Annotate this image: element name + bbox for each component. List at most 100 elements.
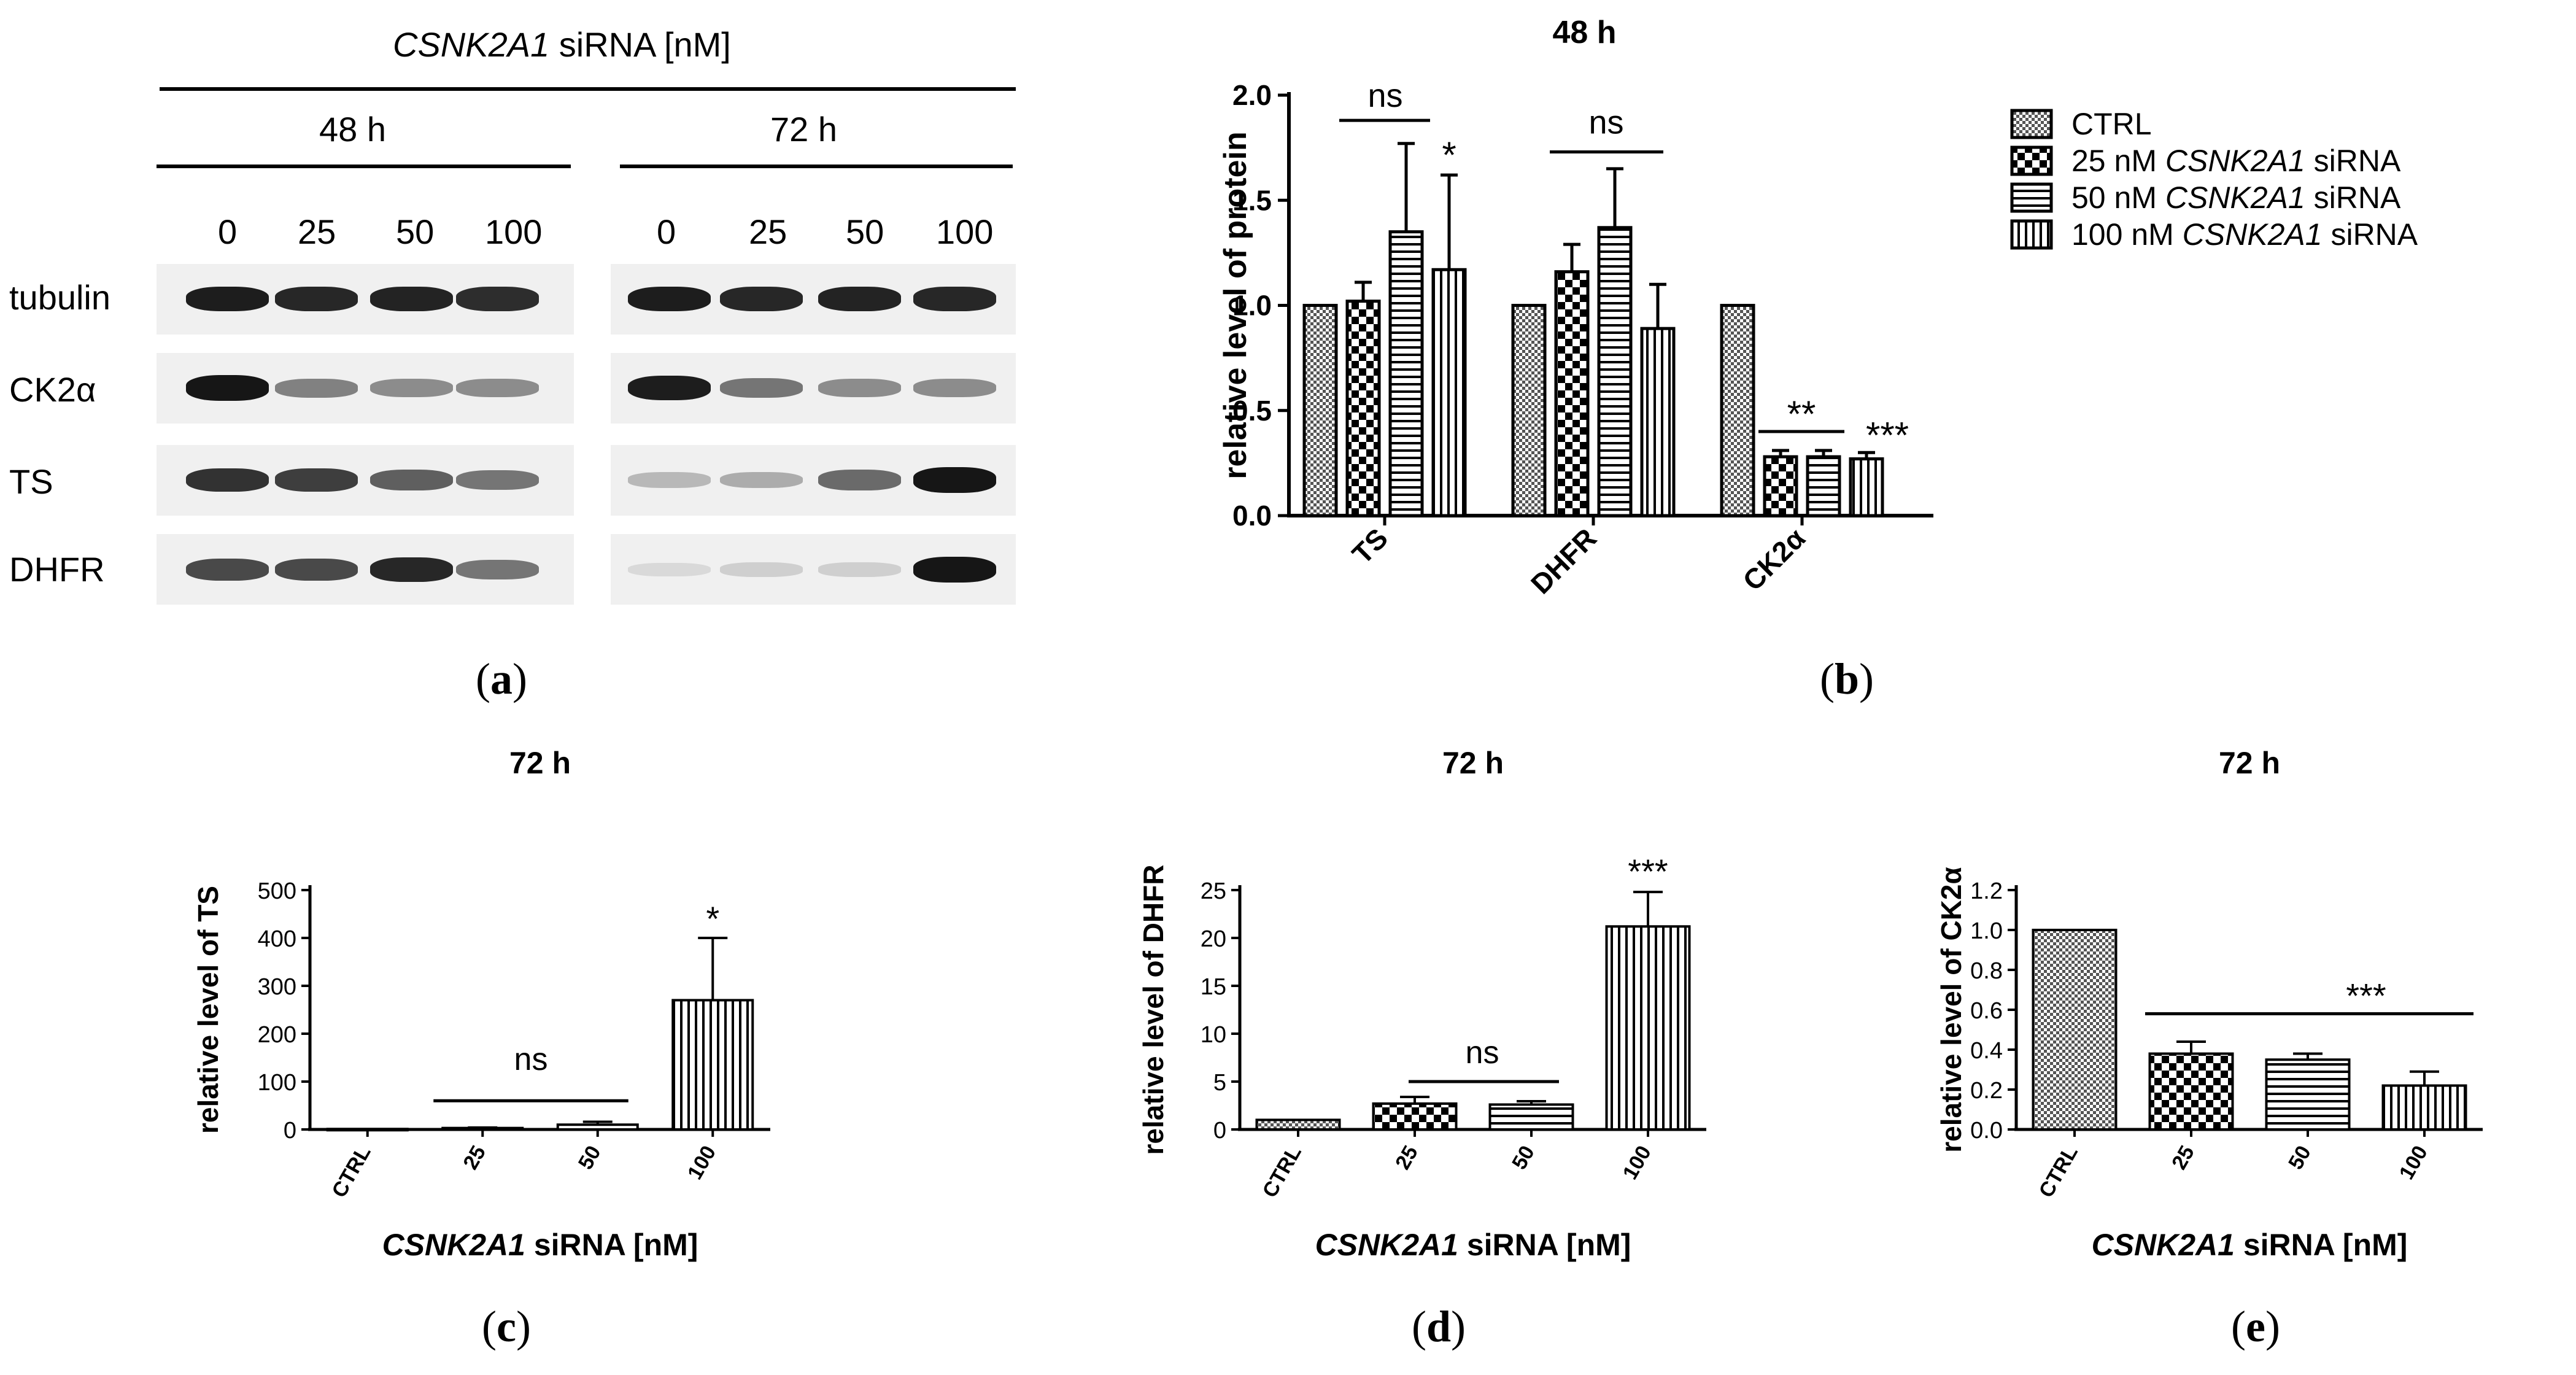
chart-b-annotation-ns-dhfr: ns xyxy=(1588,104,1623,141)
chart-d-ytick-label: 0 xyxy=(1213,1118,1226,1144)
chart-e-ylabel: relative level of CK2α xyxy=(1935,867,1967,1152)
blot-band-48h-r3-l1 xyxy=(274,558,358,581)
blot-48h-line xyxy=(157,165,571,168)
chart-d-xlabel-gene: CSNK2A1 xyxy=(1315,1228,1458,1262)
chart-e-xtick-label: 25 xyxy=(2167,1142,2199,1174)
chart-d-ytick-label: 5 xyxy=(1213,1070,1226,1096)
blot-band-48h-r0-l2 xyxy=(369,286,453,312)
blot-time-48h: 48 h xyxy=(319,110,386,149)
legend-item-100nm: 100 nM CSNK2A1 siRNA xyxy=(2010,216,2418,253)
blot-band-72h-r2-l2 xyxy=(818,470,901,490)
blot-row-label-tubulin: tubulin xyxy=(9,278,111,317)
chart-e-title: 72 h xyxy=(2219,746,2280,780)
chart-b-annotation-star-ts: * xyxy=(1442,134,1456,176)
chart-e-svg: 72 h relative level of CK2α 0.0 0.2 0.4 0.6 0.… xyxy=(1935,746,2483,1262)
chart-b-ylabel: relative level of protein xyxy=(1218,131,1253,479)
chart-e-xtick-label: 50 xyxy=(2284,1142,2316,1174)
blot-band-72h-r1-l0 xyxy=(627,375,711,401)
chart-d-ytick-label: 20 xyxy=(1201,926,1226,952)
chart-e-bar xyxy=(2148,1052,2234,1131)
chart-c-ylabel: relative level of TS xyxy=(192,886,224,1134)
chart-b-bar xyxy=(1345,300,1381,517)
chart-d-xtick-label: CTRL xyxy=(1258,1142,1306,1202)
chart-c-ytick-label: 200 xyxy=(258,1022,296,1048)
chart-d-svg: 72 h relative level of DHFR 0 5 10 15 20 25 CTRL… xyxy=(1137,746,1706,1262)
chart-c-xtick-label: 100 xyxy=(683,1142,721,1183)
chart-d-bar xyxy=(1255,1118,1341,1131)
chart-b-bar xyxy=(1511,304,1547,517)
chart-e-xlabel: CSNK2A1 siRNA [nM] xyxy=(2092,1228,2408,1262)
chart-e-ytick-label: 0.6 xyxy=(1970,998,2003,1024)
chart-e-ytick-label: 0.0 xyxy=(1970,1118,2003,1144)
chart-b-bar xyxy=(1720,304,1755,517)
chart-c-xlabel-rest: siRNA [nM] xyxy=(525,1228,698,1262)
lane-label-48-100: 100 xyxy=(485,212,543,251)
chart-b-ytick-label: 1.0 xyxy=(1232,290,1272,322)
chart-c-ytick-label: 0 xyxy=(284,1118,296,1144)
chart-b-bar xyxy=(1763,455,1798,517)
blot-row-label-dhfr: DHFR xyxy=(9,550,105,589)
chart-b-bar xyxy=(1554,270,1590,517)
chart-d-ytick-label: 25 xyxy=(1201,878,1226,904)
lane-label-72-0: 0 xyxy=(657,212,676,251)
legend-swatch-50nm xyxy=(2010,182,2053,213)
chart-d-bar xyxy=(1488,1103,1574,1131)
blot-row-label-ck2a: CK2α xyxy=(9,370,96,409)
chart-c-svg: 72 h relative level of TS 0 100 200 300 400 500… xyxy=(192,746,770,1262)
blot-time-72h: 72 h xyxy=(770,110,837,149)
chart-c-annotation-star: * xyxy=(706,899,719,938)
chart-c-ytick-label: 400 xyxy=(258,926,296,952)
panel-label-e: (e) xyxy=(2231,1302,2280,1351)
lane-label-48-50: 50 xyxy=(396,212,435,251)
blot-band-72h-r0-l3 xyxy=(913,287,996,311)
chart-d-annotation-3star: *** xyxy=(1628,852,1668,891)
chart-e-xtick-label: CTRL xyxy=(2035,1142,2083,1202)
lane-label-48-0: 0 xyxy=(218,212,238,251)
blot-band-72h-r3-l3 xyxy=(913,557,996,583)
chart-c-xtick-label: 25 xyxy=(458,1142,490,1174)
blot-band-48h-r3-l0 xyxy=(185,558,269,581)
chart-d-xtick-label: 50 xyxy=(1507,1142,1539,1174)
chart-b-bar xyxy=(1849,457,1884,517)
chart-e-ytick-label: 0.4 xyxy=(1970,1038,2003,1064)
chart-c-ytick-label: 100 xyxy=(258,1070,296,1096)
chart-b-xtick-label: TS xyxy=(1346,522,1394,570)
chart-e-ytick-label: 1.2 xyxy=(1970,878,2003,904)
chart-d-xtick-label: 100 xyxy=(1619,1142,1656,1183)
blot-band-72h-r0-l1 xyxy=(719,287,803,311)
chart-c-ytick-label: 500 xyxy=(258,878,296,904)
blot-header: CSNK2A1 siRNA [nM] xyxy=(393,25,731,64)
chart-b-annotation-ns-ts: ns xyxy=(1367,77,1402,114)
chart-b-bar xyxy=(1597,226,1633,517)
blot-band-72h-r0-l2 xyxy=(818,286,901,312)
chart-e-ytick-label: 0.2 xyxy=(1970,1078,2003,1104)
lane-label-72-50: 50 xyxy=(846,212,884,251)
chart-e-xlabel-rest: siRNA [nM] xyxy=(2235,1228,2407,1262)
legend-swatch-25nm xyxy=(2010,145,2053,176)
chart-c-bar xyxy=(671,999,754,1131)
chart-b-bar xyxy=(1640,327,1676,517)
chart-b-svg: 48 h relative level of protein 0.0 0.5 1.0 1.… xyxy=(1218,15,1933,600)
blot-band-72h-r3-l1 xyxy=(719,562,803,577)
panel-label-b: (b) xyxy=(1820,654,1874,703)
blot-row-label-ts: TS xyxy=(9,462,53,501)
blot-band-48h-r3-l3 xyxy=(455,559,539,580)
blot-band-72h-r2-l3 xyxy=(913,467,996,493)
blot-band-48h-r1-l0 xyxy=(185,375,269,401)
chart-d-ylabel: relative level of DHFR xyxy=(1137,865,1169,1155)
blot-band-48h-r2-l3 xyxy=(455,470,539,490)
chart-d-xlabel-rest: siRNA [nM] xyxy=(1458,1228,1631,1262)
chart-c-annotation-ns: ns xyxy=(514,1042,548,1077)
blot-band-48h-r2-l2 xyxy=(369,469,453,491)
chart-c-title: 72 h xyxy=(509,746,571,780)
chart-b-bar xyxy=(1806,455,1841,517)
blot-band-72h-r2-l0 xyxy=(627,472,711,488)
blot-band-48h-r1-l3 xyxy=(455,379,539,397)
chart-b-xtick-label: CK2α xyxy=(1736,522,1811,597)
chart-e-ytick-label: 1.0 xyxy=(1970,918,2003,944)
chart-b-ytick-label: 0.5 xyxy=(1232,395,1272,427)
blot-band-48h-r1-l1 xyxy=(274,378,358,398)
chart-d-bar xyxy=(1372,1102,1458,1131)
blot-band-72h-r1-l1 xyxy=(719,378,803,398)
blot-band-72h-r2-l1 xyxy=(719,471,803,489)
